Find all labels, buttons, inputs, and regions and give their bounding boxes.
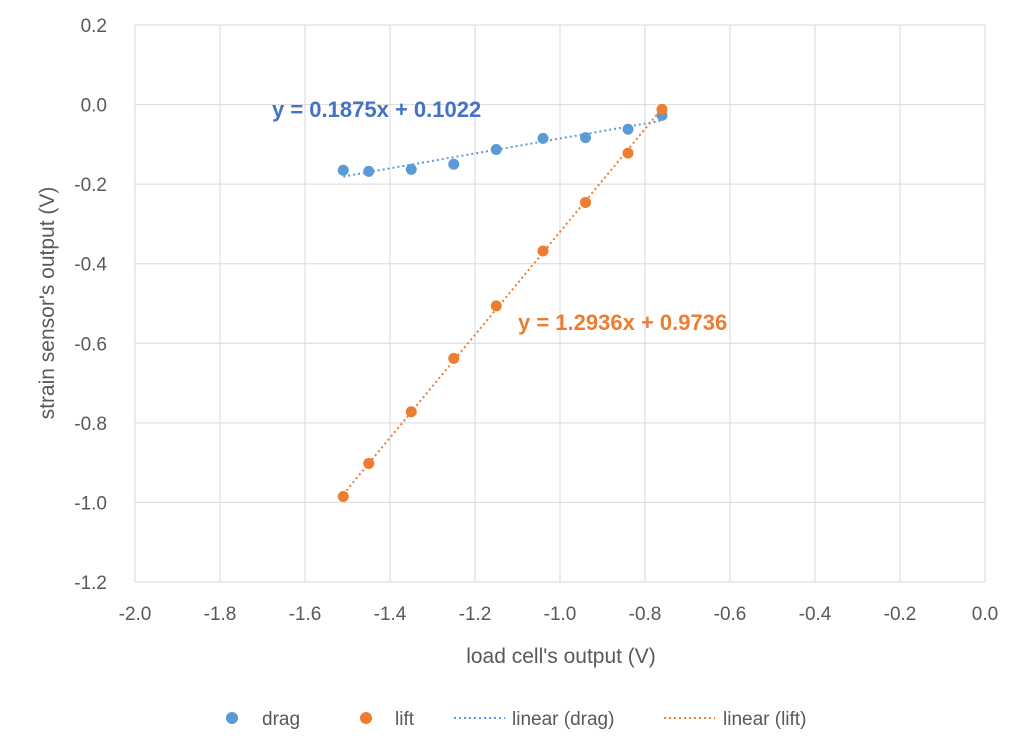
data-point-lift — [490, 300, 502, 312]
data-point-lift — [405, 406, 417, 418]
data-point-drag — [405, 163, 417, 175]
data-point-lift — [656, 103, 668, 115]
legend-label-linear-drag: linear (drag) — [512, 709, 614, 730]
x-tick-label: 0.0 — [972, 604, 998, 625]
y-axis-title: strain sensor's output (V) — [36, 187, 59, 420]
data-point-drag — [363, 165, 375, 177]
data-point-lift — [337, 490, 349, 502]
trendlines — [342, 107, 663, 496]
legend-label-linear-lift: linear (lift) — [723, 709, 806, 730]
x-tick-label: -0.6 — [714, 604, 747, 625]
x-tick-label: -1.4 — [374, 604, 407, 625]
grid — [134, 24, 986, 583]
data-point-lift — [363, 457, 375, 469]
data-points — [337, 103, 668, 502]
data-point-lift — [622, 147, 634, 159]
data-point-drag — [537, 132, 549, 144]
data-point-drag — [490, 144, 502, 156]
x-tick-label: -1.6 — [289, 604, 322, 625]
axes: -2.0 -1.8 -1.6 -1.4 -1.2 -1.0 -0.8 -0.6 -0.4 -0.2… — [74, 16, 998, 625]
data-point-lift — [448, 352, 460, 364]
x-tick-label: -0.4 — [799, 604, 832, 625]
legend-marker-drag — [226, 712, 238, 724]
data-point-drag — [337, 164, 349, 176]
x-tick-label: -1.0 — [544, 604, 577, 625]
drag-trendline-equation: y = 0.1875x + 0.1022 — [272, 97, 481, 122]
legend-label-lift: lift — [395, 709, 415, 730]
y-tick-label: -0.4 — [74, 255, 107, 276]
x-tick-label: -0.2 — [884, 604, 917, 625]
y-tick-label: -0.6 — [74, 334, 107, 355]
y-tick-label: -0.8 — [74, 414, 107, 435]
x-tick-label: -0.8 — [629, 604, 662, 625]
y-tick-label: 0.0 — [81, 96, 107, 117]
x-tick-label: -2.0 — [119, 604, 152, 625]
data-point-lift — [537, 245, 549, 257]
legend-marker-lift — [360, 712, 372, 724]
x-tick-label: -1.8 — [204, 604, 237, 625]
trendline-drag — [343, 119, 663, 178]
data-point-drag — [622, 123, 634, 135]
labels: load cell's output (V) strain sensor's o… — [36, 97, 727, 668]
y-tick-label: -0.2 — [74, 175, 107, 196]
legend-label-drag: drag — [262, 709, 300, 730]
data-point-drag — [448, 158, 460, 170]
x-tick-label: -1.2 — [459, 604, 492, 625]
trendline-lift — [342, 107, 663, 496]
lift-trendline-equation: y = 1.2936x + 0.9736 — [518, 310, 727, 335]
y-tick-label: -1.2 — [74, 573, 107, 594]
x-axis-title: load cell's output (V) — [466, 645, 656, 668]
data-point-lift — [580, 196, 591, 208]
y-tick-label: -1.0 — [74, 493, 107, 514]
legend: drag lift linear (drag) linear (lift) — [226, 709, 806, 730]
data-point-drag — [580, 132, 591, 144]
y-tick-label: 0.2 — [81, 16, 107, 37]
